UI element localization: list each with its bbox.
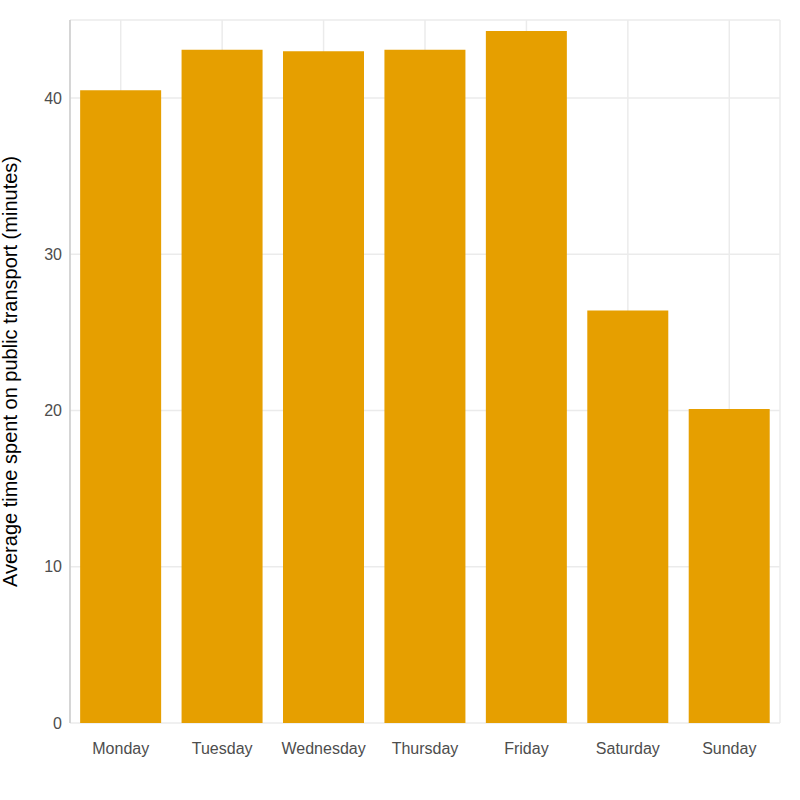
svg-text:Thursday: Thursday [392, 740, 459, 757]
svg-text:Monday: Monday [92, 740, 149, 757]
svg-text:Average time spent on public t: Average time spent on public transport (… [8, 156, 21, 587]
svg-text:Saturday: Saturday [596, 740, 660, 757]
svg-text:Wednesday: Wednesday [281, 740, 365, 757]
svg-text:Sunday: Sunday [702, 740, 756, 757]
svg-text:30: 30 [44, 246, 62, 263]
svg-text:Tuesday: Tuesday [192, 740, 253, 757]
svg-text:10: 10 [44, 558, 62, 575]
svg-text:20: 20 [44, 402, 62, 419]
svg-text:0: 0 [53, 715, 62, 732]
svg-text:Friday: Friday [504, 740, 548, 757]
svg-text:40: 40 [44, 90, 62, 107]
